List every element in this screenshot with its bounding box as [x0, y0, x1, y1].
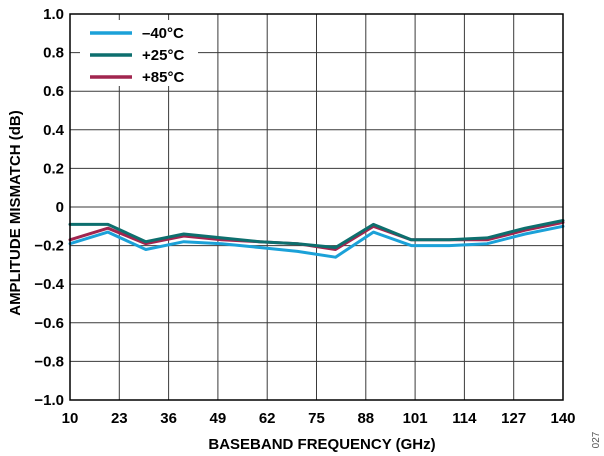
- y-tick-label: 0.4: [43, 122, 65, 139]
- x-tick-label: 10: [62, 410, 79, 427]
- figure-id: 027: [591, 431, 602, 448]
- x-tick-label: 49: [210, 410, 227, 427]
- series-layer: [68, 219, 565, 259]
- y-tick-label: 1.0: [43, 6, 64, 23]
- y-tick-label: 0.6: [43, 83, 64, 100]
- legend-box: [80, 20, 198, 86]
- y-axis-label: AMPLITUDE MISMATCH (dB): [7, 110, 24, 316]
- legend-label: +25°C: [142, 47, 184, 64]
- x-axis-label: BASEBAND FREQUENCY (GHz): [208, 436, 435, 453]
- legend: –40°C +25°C +85°C: [80, 20, 198, 86]
- legend-label: +85°C: [142, 69, 184, 86]
- y-tick-label: −0.8: [34, 353, 64, 370]
- legend-label: –40°C: [142, 25, 184, 42]
- y-tick-label: −0.4: [34, 276, 64, 293]
- y-tick-label: −0.2: [34, 238, 64, 255]
- y-tick-label: −0.6: [34, 315, 64, 332]
- x-tick-labels: 10 23 36 49 62 75 88 101 114 127 140: [62, 410, 576, 427]
- y-tick-label: 0.2: [43, 160, 64, 177]
- x-tick-label: 127: [501, 410, 526, 427]
- x-tick-label: 101: [403, 410, 428, 427]
- series-line: [68, 224, 565, 259]
- x-tick-label: 36: [160, 410, 177, 427]
- y-tick-label: 0: [56, 199, 64, 216]
- x-tick-label: 88: [357, 410, 374, 427]
- x-tick-label: 75: [308, 410, 325, 427]
- plot-frame: [69, 13, 564, 401]
- series-line: [68, 219, 565, 249]
- x-tick-label: 114: [452, 410, 477, 427]
- x-tick-label: 62: [259, 410, 276, 427]
- x-tick-label: 140: [550, 410, 575, 427]
- y-tick-labels: 1.0 0.8 0.6 0.4 0.2 0 −0.2 −0.4 −0.6 −0.8 −1.0: [34, 6, 64, 409]
- axes: [69, 13, 564, 401]
- y-tick-label: 0.8: [43, 45, 64, 62]
- y-tick-label: −1.0: [34, 392, 64, 409]
- x-tick-label: 23: [111, 410, 128, 427]
